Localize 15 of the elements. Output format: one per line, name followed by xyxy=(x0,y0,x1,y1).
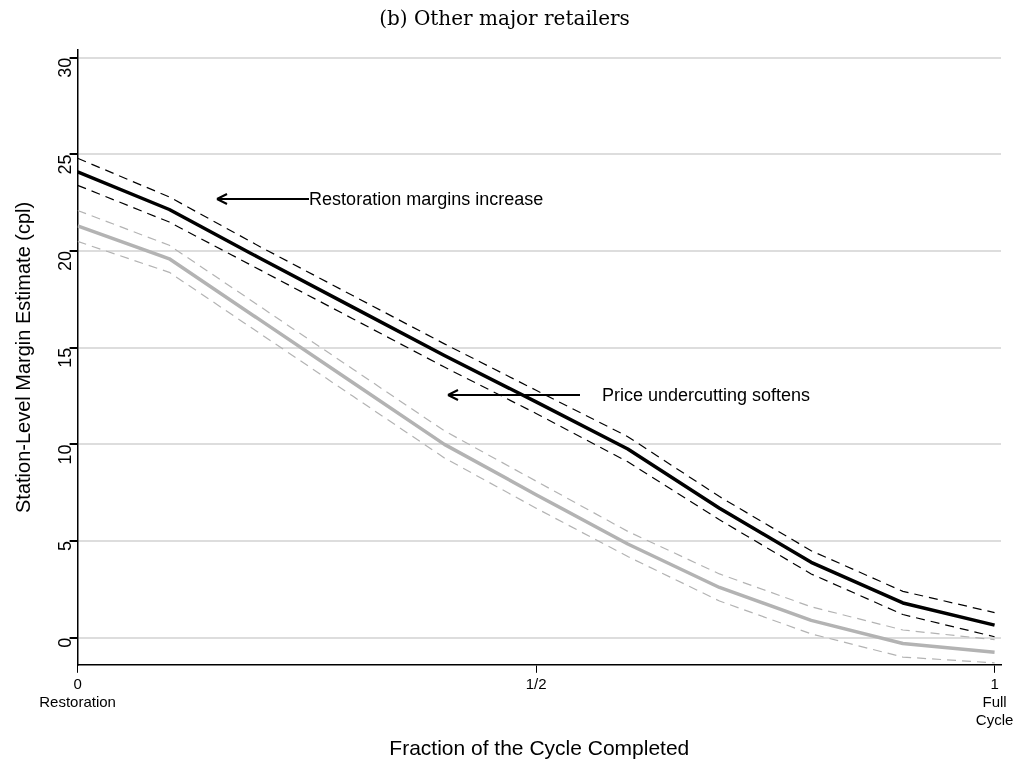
x-tick-label: 0 Restoration xyxy=(39,674,116,710)
y-tick-label: 30 xyxy=(54,57,75,78)
chart-title: (b) Other major retailers xyxy=(379,6,630,31)
y-tick-label: 20 xyxy=(54,251,75,272)
y-tick-label: 5 xyxy=(54,541,75,552)
y-tick-label: 0 xyxy=(54,637,75,648)
y-tick-label: 10 xyxy=(54,444,75,465)
x-tick-label: 1/2 xyxy=(525,674,547,692)
y-axis-title: Station-Level Margin Estimate (cpl) xyxy=(11,201,34,514)
annotation: Restoration margins increase xyxy=(309,188,544,211)
x-tick-label: 1 Full Cycle xyxy=(975,674,1014,728)
y-tick-label: 25 xyxy=(54,154,75,175)
y-tick-label: 15 xyxy=(54,347,75,368)
x-axis-title: Fraction of the Cycle Completed xyxy=(389,736,690,760)
annotation: Price undercutting softens xyxy=(601,383,811,406)
